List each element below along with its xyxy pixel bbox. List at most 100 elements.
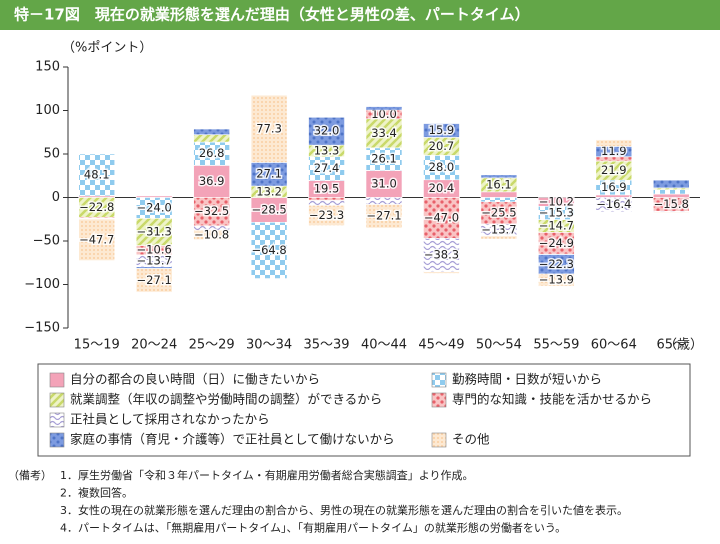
note: 3．女性の現在の就業形態を選んだ理由の割合から、男性の現在の就業形態を選んだ理由… bbox=[60, 503, 628, 517]
bar-segment bbox=[365, 170, 403, 198]
data-label: 13.3 bbox=[314, 143, 340, 157]
bar-segment bbox=[193, 134, 230, 143]
bar-segment bbox=[250, 197, 288, 223]
bar-segment bbox=[480, 197, 518, 203]
data-label: −15.3 bbox=[539, 206, 574, 220]
bar-segment bbox=[423, 197, 460, 239]
legend-swatch bbox=[431, 372, 447, 388]
data-label: 16.9 bbox=[601, 180, 627, 194]
data-label: 48.1 bbox=[84, 167, 110, 181]
data-label: −15.8 bbox=[654, 197, 689, 211]
legend-label: 正社員として採用されなかったから bbox=[70, 412, 270, 427]
bar-segment bbox=[193, 165, 230, 198]
data-label: −13.7 bbox=[137, 253, 172, 267]
data-label: −23.3 bbox=[309, 208, 344, 222]
bar-segment bbox=[193, 229, 230, 240]
legend-label: その他 bbox=[452, 432, 490, 447]
legend-label: 就業調整（年収の調整や労働時間の調整）ができるから bbox=[70, 392, 382, 407]
legend-swatch bbox=[49, 412, 65, 428]
data-label: 31.0 bbox=[371, 177, 397, 191]
data-label: 13.2 bbox=[256, 184, 282, 198]
data-label: 26.8 bbox=[199, 146, 225, 160]
x-tick-label: 60～64 bbox=[591, 338, 637, 353]
legend-label: 自分の都合の良い時間（日）に働きたいから bbox=[70, 372, 320, 387]
data-label: −32.5 bbox=[194, 204, 229, 218]
bar-segment bbox=[480, 235, 518, 240]
bar-segment bbox=[423, 238, 460, 273]
bar-segment bbox=[652, 189, 690, 195]
y-tick-label: −50 bbox=[33, 234, 60, 249]
data-label: 36.9 bbox=[199, 174, 225, 188]
data-label: −16.4 bbox=[596, 197, 631, 211]
bar-segment bbox=[365, 106, 403, 111]
data-label: 20.7 bbox=[429, 139, 455, 153]
legend-box bbox=[37, 363, 691, 457]
bar-segment bbox=[652, 211, 690, 214]
data-label: −25.5 bbox=[481, 205, 516, 219]
bar-segment bbox=[423, 271, 460, 274]
data-label: −47.0 bbox=[424, 210, 459, 224]
data-label: −24.9 bbox=[539, 236, 574, 250]
data-label: 15.9 bbox=[429, 123, 455, 137]
note: 2．複数回答。 bbox=[60, 486, 133, 500]
data-label: −10.6 bbox=[137, 243, 172, 257]
data-label: 32.0 bbox=[314, 124, 340, 138]
y-tick-label: −150 bbox=[24, 321, 60, 336]
bar-segment bbox=[308, 200, 345, 206]
data-label: −22.8 bbox=[79, 200, 114, 214]
legend-label: 家庭の事情（育児・介護等）で正社員として働けないから bbox=[70, 432, 395, 447]
data-label: −10.2 bbox=[539, 194, 574, 208]
legend-swatch bbox=[49, 372, 65, 388]
legend-swatch bbox=[431, 432, 447, 448]
data-label: 26.1 bbox=[371, 152, 397, 166]
bar-segment bbox=[365, 197, 403, 205]
data-label: 20.4 bbox=[429, 181, 455, 195]
bar-segment bbox=[365, 204, 403, 229]
legend-label: 勤務時間・日数が短いから bbox=[452, 372, 602, 387]
x-tick-label: 20～24 bbox=[131, 338, 177, 353]
x-tick-label: 35～39 bbox=[303, 338, 349, 353]
x-tick-label: 25～29 bbox=[189, 338, 235, 353]
bar-segment bbox=[78, 153, 116, 197]
data-label: 27.4 bbox=[314, 161, 340, 175]
note: 1．厚生労働省「令和３年パートタイム・有期雇用労働者総合実態調査」より作成。 bbox=[60, 468, 474, 482]
note: 4．パートタイムは、「無期雇用パートタイム」、「有期雇用パートタイム」の就業形態… bbox=[60, 521, 566, 535]
y-unit-label: （%ポイント） bbox=[62, 41, 152, 56]
bar-segment bbox=[480, 191, 518, 198]
chart-title: 特－17図 現在の就業形態を選んだ理由（女性と男性の差、パートタイム） bbox=[14, 6, 530, 24]
y-tick-label: −100 bbox=[24, 277, 60, 292]
x-tick-label: 65～ bbox=[656, 338, 686, 353]
bar-segment bbox=[308, 205, 345, 226]
bar-segment bbox=[308, 197, 345, 201]
data-label: 16.1 bbox=[486, 177, 512, 191]
x-tick-label: 50～54 bbox=[476, 338, 522, 353]
legend-swatch bbox=[49, 432, 65, 448]
data-label: −24.0 bbox=[137, 200, 172, 214]
bar-segment bbox=[538, 273, 575, 287]
notes-label: （備考） bbox=[8, 469, 52, 482]
legend-label: 専門的な知識・技能を活かせるから bbox=[452, 392, 652, 407]
y-tick-label: 0 bbox=[52, 190, 60, 205]
x-tick-label: 55～59 bbox=[533, 338, 579, 353]
data-label: 21.9 bbox=[601, 163, 627, 177]
bar-segment bbox=[652, 179, 690, 189]
data-label: −27.1 bbox=[137, 273, 172, 287]
bar-segment bbox=[193, 128, 230, 135]
bar-segment bbox=[365, 118, 403, 149]
x-tick-label: 45～49 bbox=[418, 338, 464, 353]
data-label: −13.9 bbox=[539, 273, 574, 287]
y-tick-label: 50 bbox=[43, 147, 60, 162]
data-label: 28.0 bbox=[429, 160, 455, 174]
data-label: 11.9 bbox=[601, 144, 627, 158]
title-bar bbox=[0, 0, 720, 30]
data-label: −14.7 bbox=[539, 219, 574, 233]
bar-segment bbox=[308, 116, 345, 146]
bar-segment bbox=[480, 174, 518, 179]
bar-segment bbox=[78, 218, 116, 261]
x-tick-label: 40～44 bbox=[361, 338, 407, 353]
y-tick-label: 100 bbox=[35, 103, 60, 118]
bar-segment bbox=[135, 268, 173, 293]
data-label: 33.4 bbox=[371, 126, 397, 140]
